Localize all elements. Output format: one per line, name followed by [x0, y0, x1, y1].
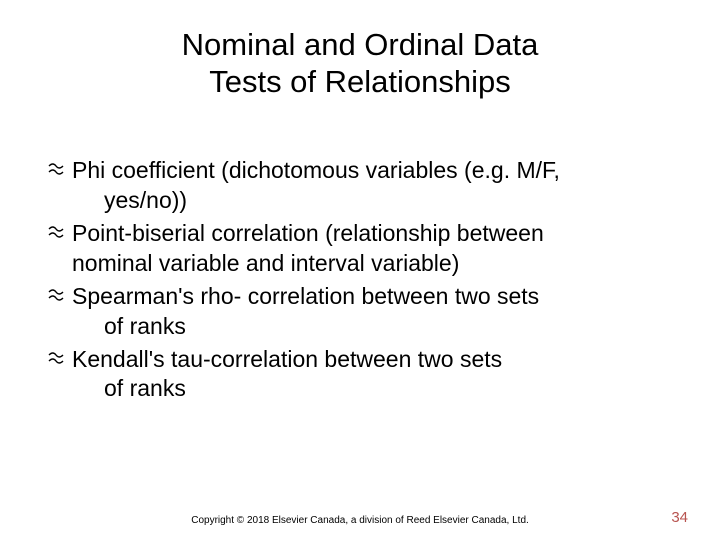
slide: Nominal and Ordinal Data Tests of Relati…: [0, 0, 720, 540]
bullet-text: Point-biserial correlation (relationship…: [72, 219, 680, 278]
list-item: Point-biserial correlation (relationship…: [40, 219, 680, 278]
bullet-line: Phi coefficient (dichotomous variables (…: [72, 157, 560, 183]
copyright-footer: Copyright © 2018 Elsevier Canada, a divi…: [0, 515, 720, 526]
bullet-line: Point-biserial correlation (relationship…: [72, 220, 544, 246]
bullet-text: Kendall's tau-correlation between two se…: [72, 345, 680, 404]
bullet-icon: [40, 156, 72, 176]
bullet-text: Phi coefficient (dichotomous variables (…: [72, 156, 680, 215]
bullet-icon: [40, 219, 72, 239]
bullet-line: of ranks: [72, 313, 186, 339]
page-number: 34: [671, 509, 688, 526]
bullet-line: nominal variable and interval variable): [72, 250, 459, 276]
bullet-list: Phi coefficient (dichotomous variables (…: [40, 156, 680, 404]
bullet-text: Spearman's rho- correlation between two …: [72, 282, 680, 341]
bullet-line: of ranks: [72, 375, 186, 401]
bullet-line: Spearman's rho- correlation between two …: [72, 283, 539, 309]
list-item: Kendall's tau-correlation between two se…: [40, 345, 680, 404]
title-line-1: Nominal and Ordinal Data: [182, 27, 539, 62]
list-item: Phi coefficient (dichotomous variables (…: [40, 156, 680, 215]
bullet-line: yes/no)): [72, 187, 187, 213]
bullet-line: Kendall's tau-correlation between two se…: [72, 346, 502, 372]
bullet-icon: [40, 282, 72, 302]
title-line-2: Tests of Relationships: [209, 64, 511, 99]
slide-title: Nominal and Ordinal Data Tests of Relati…: [40, 26, 680, 100]
bullet-icon: [40, 345, 72, 365]
list-item: Spearman's rho- correlation between two …: [40, 282, 680, 341]
